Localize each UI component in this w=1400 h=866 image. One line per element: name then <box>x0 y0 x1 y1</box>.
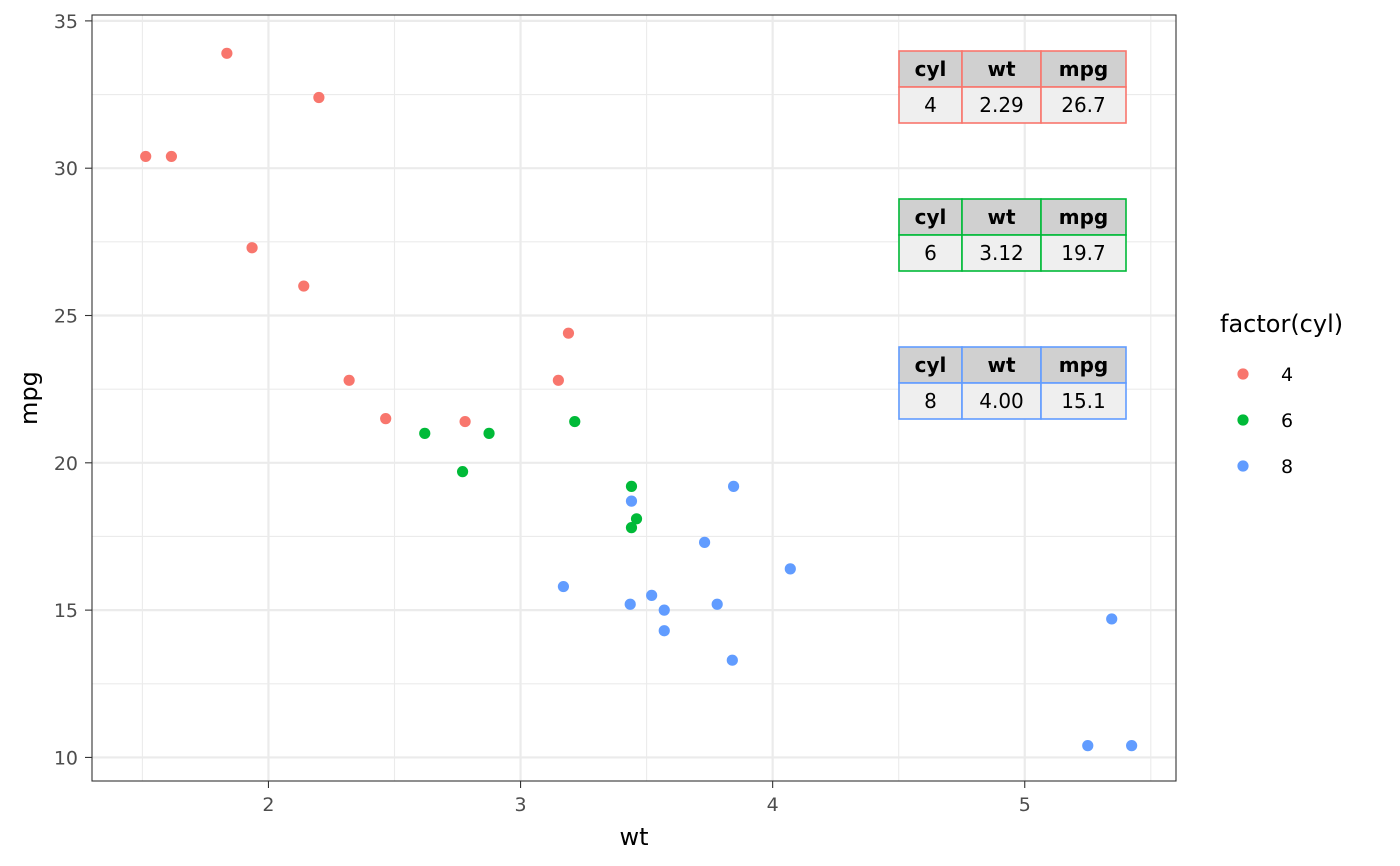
point-cyl-4 <box>140 150 152 163</box>
y-tick-label: 30 <box>54 158 78 180</box>
point-cyl-8 <box>1106 613 1118 625</box>
legend-label-4: 4 <box>1281 364 1293 386</box>
point-cyl-4 <box>221 47 233 59</box>
table-header-cell <box>1040 198 1127 236</box>
annotation-table-cyl-6: cyl 6 wt 3.12 mpg 19.7 <box>898 198 1127 272</box>
table-body-text: 19.7 <box>1061 241 1106 265</box>
legend-key-6 <box>1237 414 1249 426</box>
point-cyl-4 <box>562 327 575 339</box>
table-body-text: 8 <box>924 389 937 413</box>
point-cyl-8 <box>726 654 738 666</box>
table-body-text: 2.29 <box>979 93 1024 117</box>
x-axis-title: wt <box>619 823 648 851</box>
point-cyl-4 <box>343 374 355 386</box>
point-cyl-6 <box>569 415 581 428</box>
table-header-text: cyl <box>915 57 947 81</box>
table-header-text: cyl <box>915 205 947 229</box>
point-cyl-4 <box>298 280 310 292</box>
point-cyl-8 <box>658 625 670 637</box>
annotation-table-cyl-8: cyl 8 wt 4.00 mpg 15.1 <box>898 346 1127 420</box>
table-body-cell <box>898 86 963 124</box>
y-tick-label: 10 <box>54 747 78 769</box>
point-cyl-4 <box>459 415 471 428</box>
y-axis-title: mpg <box>15 371 43 425</box>
table-header-text: mpg <box>1059 353 1108 377</box>
point-cyl-4 <box>313 91 325 104</box>
table-body-text: 6 <box>924 241 937 265</box>
point-cyl-8 <box>557 580 570 593</box>
panel-border <box>91 14 1177 782</box>
point-cyl-6 <box>483 427 495 439</box>
table-body-cell <box>898 382 963 420</box>
point-cyl-4 <box>552 374 564 386</box>
table-body-cell <box>1040 86 1127 124</box>
annotation-table-cyl-4: cyl 4 wt 2.29 mpg 26.7 <box>898 50 1127 124</box>
y-tick-label: 35 <box>54 11 78 33</box>
point-cyl-4 <box>380 413 392 425</box>
y-axis: 10 15 20 25 30 35 <box>54 11 92 769</box>
table-header-text: mpg <box>1059 205 1108 229</box>
point-cyl-8 <box>625 495 638 507</box>
point-cyl-8 <box>624 598 636 610</box>
x-tick-label: 2 <box>262 794 274 816</box>
table-body-cell <box>1040 234 1127 272</box>
table-header-cell <box>898 198 963 236</box>
table-body-text: 4 <box>924 93 937 117</box>
point-cyl-8 <box>1082 740 1094 752</box>
table-header-cell <box>961 346 1042 384</box>
x-axis: 2 3 4 5 <box>262 781 1031 816</box>
table-header-cell <box>898 50 963 88</box>
legend-key-8 <box>1237 460 1249 472</box>
annotation-tables: cyl 4 wt 2.29 mpg 26.7 cyl 6 wt 3.12 mpg 19.7 cyl 8 wt… <box>898 50 1127 420</box>
table-header-cell <box>961 50 1042 88</box>
table-body-cell <box>961 382 1042 420</box>
x-tick-label: 4 <box>767 794 779 816</box>
legend-title: factor(cyl) <box>1220 310 1343 338</box>
legend: factor(cyl) 4 6 8 <box>1220 310 1343 478</box>
point-cyl-4 <box>165 150 178 163</box>
table-body-cell <box>1040 382 1127 420</box>
legend-label-6: 6 <box>1281 410 1293 432</box>
legend-entries: 4 6 8 <box>1237 364 1293 478</box>
point-cyl-6 <box>625 480 638 492</box>
table-body-text: 15.1 <box>1061 389 1106 413</box>
table-header-text: wt <box>987 57 1015 81</box>
point-cyl-6 <box>456 466 469 478</box>
y-tick-label: 15 <box>54 600 78 622</box>
x-tick-label: 3 <box>515 794 527 816</box>
data-points <box>140 47 1138 752</box>
point-cyl-8 <box>658 604 670 616</box>
table-body-text: 3.12 <box>979 241 1024 265</box>
table-body-cell <box>898 234 963 272</box>
table-body-text: 26.7 <box>1061 93 1106 117</box>
point-cyl-6 <box>625 522 638 534</box>
legend-label-8: 8 <box>1281 456 1293 478</box>
x-tick-label: 5 <box>1019 794 1031 816</box>
y-tick-label: 25 <box>54 306 78 328</box>
point-cyl-8 <box>784 563 796 575</box>
point-cyl-8 <box>1126 740 1138 752</box>
table-header-text: wt <box>987 353 1015 377</box>
y-tick-label: 20 <box>54 453 78 475</box>
table-body-cell <box>961 86 1042 124</box>
table-header-text: mpg <box>1059 57 1108 81</box>
table-header-cell <box>1040 346 1127 384</box>
point-cyl-6 <box>419 427 431 439</box>
point-cyl-8 <box>711 598 723 610</box>
table-header-text: wt <box>987 205 1015 229</box>
point-cyl-8 <box>698 536 711 548</box>
point-cyl-8 <box>727 480 740 492</box>
legend-key-4 <box>1237 368 1249 380</box>
table-body-text: 4.00 <box>979 389 1024 413</box>
point-cyl-6 <box>630 513 643 525</box>
point-cyl-4 <box>246 242 258 254</box>
point-cyl-8 <box>646 589 658 601</box>
table-header-text: cyl <box>915 353 947 377</box>
